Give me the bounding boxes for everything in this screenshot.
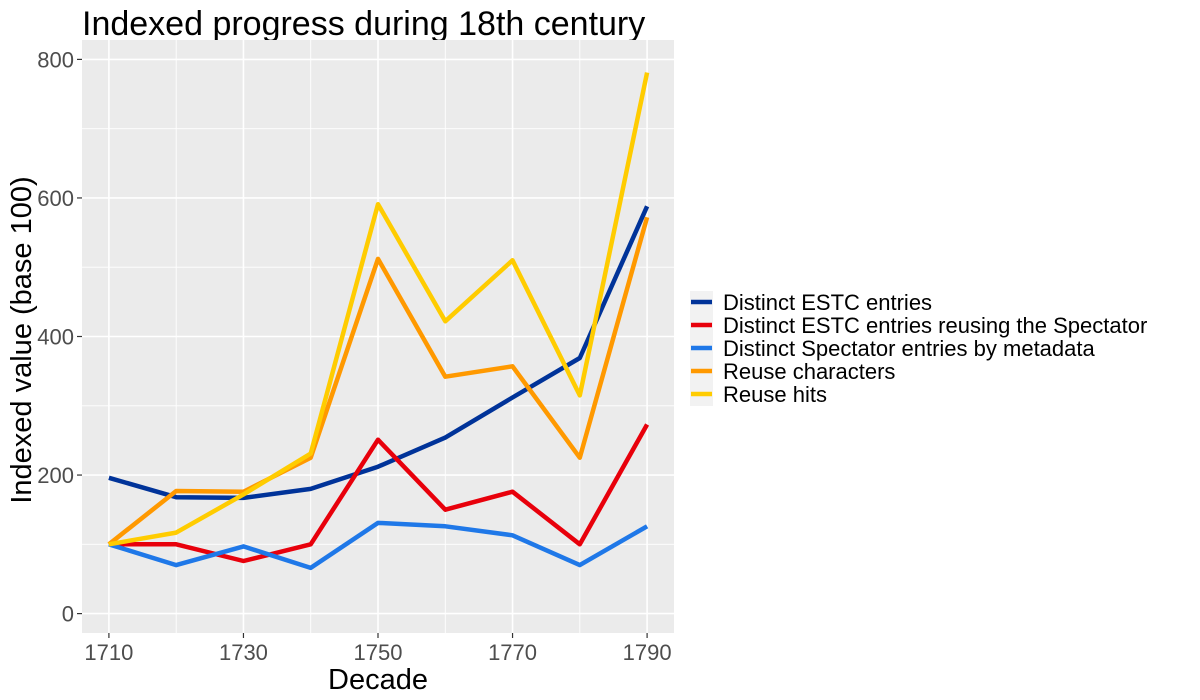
x-tick-label: 1750 bbox=[354, 640, 403, 665]
series-lines bbox=[107, 72, 650, 571]
y-axis-ticks: 0 200 400 600 800 bbox=[37, 47, 82, 627]
y-tick-label: 200 bbox=[37, 463, 74, 488]
x-tick-label: 1730 bbox=[219, 640, 268, 665]
y-tick-label: 400 bbox=[37, 325, 74, 350]
legend-label-3: Distinct Spectator entries by metadata bbox=[723, 336, 1095, 361]
x-tick-label: 1790 bbox=[623, 640, 672, 665]
series-line-5 bbox=[108, 72, 650, 547]
legend-label-4: Reuse characters bbox=[723, 359, 895, 384]
y-axis-title: Indexed value (base 100) bbox=[6, 176, 38, 503]
legend-label-5: Reuse hits bbox=[723, 382, 827, 407]
series-line-4 bbox=[107, 216, 650, 547]
chart-title: Indexed progress during 18th century bbox=[82, 5, 645, 43]
y-tick-label: 800 bbox=[37, 47, 74, 72]
legend-label-1: Distinct ESTC entries bbox=[723, 290, 932, 315]
y-tick-label: 600 bbox=[37, 186, 74, 211]
x-axis-title: Decade bbox=[328, 664, 428, 696]
legend-label-2: Distinct ESTC entries reusing the Specta… bbox=[723, 313, 1147, 338]
y-tick-label: 0 bbox=[62, 602, 74, 627]
x-tick-label: 1710 bbox=[84, 640, 133, 665]
x-tick-label: 1770 bbox=[488, 640, 537, 665]
series-line-3 bbox=[108, 520, 649, 571]
major-gridlines bbox=[82, 40, 674, 633]
series-line-1 bbox=[108, 205, 650, 501]
x-axis-ticks: 1710 1730 1750 1770 1790 bbox=[84, 633, 672, 665]
series-line-2 bbox=[108, 423, 650, 564]
